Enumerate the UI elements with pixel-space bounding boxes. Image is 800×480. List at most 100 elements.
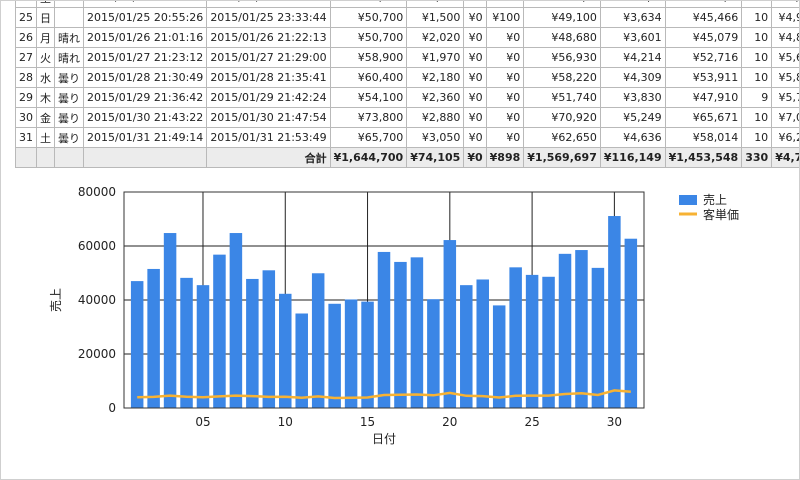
table-cell: ¥2,880 (406, 107, 465, 128)
table-cell: ¥0 (463, 47, 487, 68)
table-cell: ¥1,970 (406, 47, 465, 68)
table-cell: ¥5,82 (771, 67, 799, 88)
table-cell: ¥2,360 (406, 87, 465, 108)
bar-day-19 (427, 299, 440, 408)
table-row: 28 水曇り 2015/01/28 21:30:49 2015/01/28 21:35… (15, 67, 799, 88)
bar-day-24 (509, 267, 522, 408)
table-cell: ¥4,91 (771, 7, 799, 28)
table-cell: ¥3,634 (599, 7, 666, 28)
table-cell: ¥0 (463, 27, 487, 48)
table-cell: ¥65,700 (329, 127, 408, 148)
table-cell (54, 147, 84, 168)
table-cell: ¥0 (463, 127, 487, 148)
table-cell: ¥45,079 (664, 27, 743, 48)
legend-label: 客単価 (703, 207, 739, 222)
x-axis-ticks: 05 10 15 20 25 30 (195, 415, 622, 429)
table-cell: 曇り (54, 107, 84, 128)
table-cell: 2015/01/28 21:35:41 (206, 67, 331, 88)
bar-series (130, 216, 638, 408)
table-cell: ¥7,09 (771, 107, 799, 128)
table-cell (54, 7, 84, 28)
bar-day-4 (180, 277, 193, 408)
table-cell: ¥65,671 (664, 107, 743, 128)
bar-day-5 (196, 285, 210, 408)
table-cell: ¥52,716 (664, 47, 743, 68)
table-cell: ¥47,910 (664, 87, 743, 108)
bar-day-11 (295, 313, 308, 408)
table-cell: ¥0 (485, 1, 525, 8)
bar-day-21 (460, 285, 473, 408)
table-cell: ¥49,100 (523, 7, 601, 28)
table-cell: ¥4,636 (599, 127, 666, 148)
x-tick-label: 30 (607, 415, 622, 429)
sales-table: 24土2015/01/24 20:…2015/01/24 23:…¥50,700… (15, 1, 799, 168)
table-row: 30 金曇り 2015/01/30 21:43:22 2015/01/30 21:47… (15, 107, 799, 128)
table-cell: 2015/01/29 21:42:24 (206, 87, 331, 108)
table-cell: 2015/01/26 21:01:16 (82, 27, 208, 48)
table-cell: ¥0 (463, 67, 487, 88)
table-cell: 曇り (54, 67, 84, 88)
x-tick-label: 05 (195, 415, 210, 429)
plot-frame (123, 191, 645, 409)
total-cell: ¥898 (485, 147, 525, 168)
table-cell: 2015/01/27 21:23:12 (82, 47, 208, 68)
table-cell: ¥4,86 (771, 27, 799, 48)
table-cell: ¥54,100 (329, 87, 408, 108)
bar-day-13 (328, 303, 341, 408)
table-cell: ¥0 (485, 127, 525, 148)
bar-day-14 (344, 299, 358, 408)
bar-day-16 (377, 251, 391, 408)
table-cell: ¥53,911 (664, 67, 743, 88)
table-cell: 28 (15, 67, 37, 88)
table-cell: ¥51,740 (523, 87, 601, 108)
bar-day-6 (213, 254, 226, 408)
table-cell: 土 (36, 127, 55, 148)
table-cell: ¥0 (463, 1, 487, 8)
table-cell: ¥3,830 (599, 87, 666, 108)
table-cell: ¥2,180 (406, 67, 465, 88)
table-cell: ¥0 (463, 7, 487, 28)
table-cell: 30 (15, 107, 37, 128)
x-tick-label: 15 (360, 415, 375, 429)
table-cell: ¥0 (485, 27, 525, 48)
table-cell: 火 (36, 47, 55, 68)
table-cell: 曇り (54, 87, 84, 108)
sales-chart: 0 20000 40000 60000 80000 05 10 15 20 25 30 売上 日付… (1, 171, 799, 479)
x-axis-label: 日付 (372, 432, 396, 446)
table-cell: 2015/01/25 23:33:44 (206, 7, 331, 28)
table-cell: ¥58,014 (664, 127, 743, 148)
table-cell: 10 (741, 67, 773, 88)
bar-day-20 (443, 240, 457, 408)
table-cell: 2015/01/30 21:43:22 (82, 107, 208, 128)
table-cell (15, 147, 37, 168)
table-row: 24土 2015/01/24 20:…2015/01/24 23:…¥50,700… (15, 1, 799, 8)
table-cell: 2015/01/28 21:30:49 (82, 67, 208, 88)
table-cell: 25 (15, 7, 37, 28)
table-cell: ¥6,26 (771, 127, 799, 148)
table-cell: 10 (741, 1, 773, 8)
table-cell: 2015/01/27 21:29:00 (206, 47, 331, 68)
legend-swatch-bar (679, 195, 697, 205)
table-cell: 10 (741, 7, 773, 28)
table-cell: ¥58,900 (329, 47, 408, 68)
total-cell: ¥1,453,548 (664, 147, 743, 168)
table-cell: ¥2,020 (406, 27, 465, 48)
bar-day-28 (575, 250, 588, 408)
bar-day-18 (410, 257, 424, 408)
table-cell: 2015/01/31 21:49:14 (82, 127, 208, 148)
table-row: 31 土曇り 2015/01/31 21:49:14 2015/01/31 21:53… (15, 127, 799, 148)
y-tick-label: 60000 (78, 239, 116, 253)
table-cell: ¥0 (485, 107, 525, 128)
table-cell: ¥62,650 (523, 127, 601, 148)
table-cell: 月 (36, 27, 55, 48)
table-cell: ¥5,74 (771, 87, 799, 108)
bar-day-8 (246, 278, 259, 408)
bar-day-22 (476, 279, 489, 408)
table-cell: ¥0 (485, 87, 525, 108)
table-cell: ¥58,220 (523, 67, 601, 88)
total-cell: 330 (741, 147, 773, 168)
table-total-row: 合計 ¥1,644,700 ¥74,105 ¥0 ¥898 ¥1,569,697 ¥116,… (15, 147, 799, 168)
table-cell: 9 (741, 87, 773, 108)
table-cell: ¥100 (485, 7, 525, 28)
